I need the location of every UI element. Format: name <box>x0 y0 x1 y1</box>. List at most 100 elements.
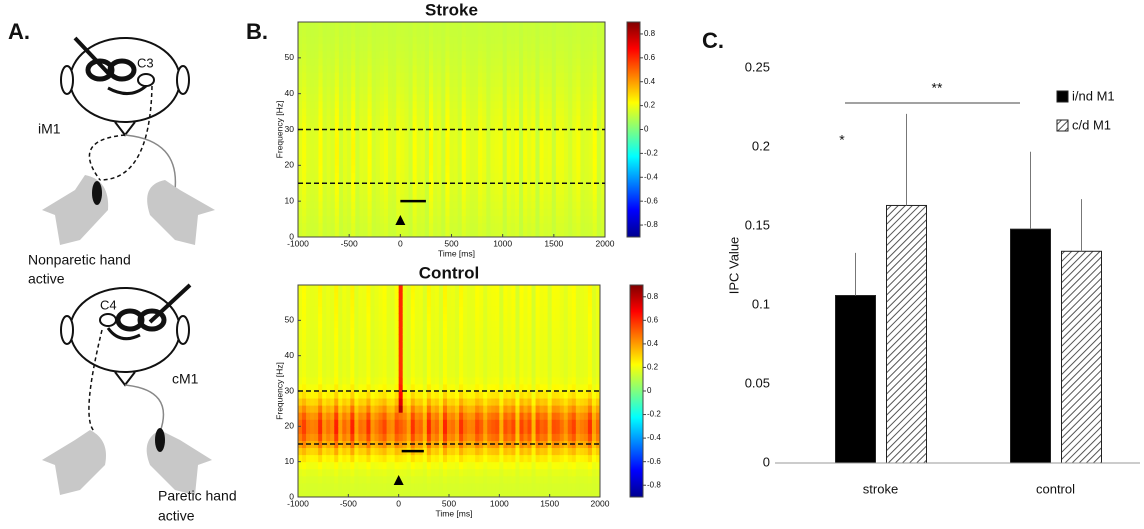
heatmap-cell <box>306 356 311 364</box>
heatmap-cell <box>556 313 561 321</box>
heatmap-cell <box>580 342 585 350</box>
heatmap-cell <box>413 94 418 102</box>
heatmap-cell <box>392 108 397 116</box>
heatmap-cell <box>437 87 442 95</box>
heatmap-cell <box>375 398 380 406</box>
heatmap-cell <box>388 44 393 52</box>
heatmap-cell <box>384 223 389 231</box>
heatmap-cell <box>347 65 352 73</box>
heatmap-cell <box>507 72 512 80</box>
heatmap-cell <box>314 230 319 238</box>
heatmap-cell <box>335 173 340 181</box>
heatmap-cell <box>511 216 516 224</box>
heatmap-cell <box>499 426 504 434</box>
heatmap-cell <box>322 313 327 321</box>
heatmap-cell <box>482 223 487 231</box>
heatmap-cell <box>370 327 375 335</box>
heatmap-cell <box>479 342 484 350</box>
heatmap-cell <box>351 58 356 66</box>
heatmap-cell <box>447 334 452 342</box>
heatmap-cell <box>310 29 315 37</box>
heatmap-cell <box>331 72 336 80</box>
heatmap-cell <box>429 144 434 152</box>
heatmap-cell <box>474 216 479 224</box>
heatmap-cell <box>384 51 389 59</box>
heatmap-cell <box>507 342 512 350</box>
heatmap-cell <box>327 79 332 87</box>
heatmap-cell <box>346 391 351 399</box>
heatmap-cell <box>459 292 464 300</box>
heatmap-cell <box>511 462 516 470</box>
heatmap-cell <box>363 22 368 30</box>
heatmap-cell <box>475 349 480 357</box>
heatmap-cell <box>470 144 475 152</box>
heatmap-cell <box>454 137 459 145</box>
heatmap-cell <box>318 363 323 371</box>
heatmap-cell <box>478 36 483 44</box>
heatmap-cell <box>490 108 495 116</box>
heatmap-cell <box>528 412 533 420</box>
heatmap-cell <box>387 327 392 335</box>
heatmap-cell <box>342 320 347 328</box>
heatmap-cell <box>387 363 392 371</box>
heatmap-cell <box>392 94 397 102</box>
heatmap-cell <box>421 94 426 102</box>
heatmap-cell <box>455 349 460 357</box>
heatmap-cell <box>474 22 479 30</box>
heatmap-cell <box>532 398 537 406</box>
heatmap-cell <box>376 137 381 145</box>
heatmap-cell <box>589 208 594 216</box>
heatmap-cell <box>470 201 475 209</box>
heatmap-cell <box>576 342 581 350</box>
heatmap-cell <box>536 405 541 413</box>
heatmap-cell <box>527 65 532 73</box>
heatmap-cell <box>483 299 488 307</box>
heatmap-cell <box>466 22 471 30</box>
heatmap-cell <box>548 483 553 491</box>
heatmap-cell <box>335 51 340 59</box>
heatmap-cell <box>499 158 504 166</box>
heatmap-cell <box>310 216 315 224</box>
heatmap-cell <box>458 216 463 224</box>
heatmap-cell <box>486 115 491 123</box>
heatmap-cell <box>467 327 472 335</box>
heatmap-cell <box>455 342 460 350</box>
heatmap-cell <box>421 223 426 231</box>
heatmap-cell <box>568 433 573 441</box>
heatmap-cell <box>314 187 319 195</box>
heatmap-cell <box>407 405 412 413</box>
heatmap-cell <box>568 299 573 307</box>
heatmap-cell <box>528 363 533 371</box>
heatmap-cell <box>407 469 412 477</box>
heatmap-cell <box>354 462 359 470</box>
heatmap-cell <box>380 187 385 195</box>
heatmap-cell <box>556 36 561 44</box>
heatmap-cell <box>443 476 448 484</box>
heatmap-cell <box>318 58 323 66</box>
heatmap-cell <box>355 151 360 159</box>
heatmap-cell <box>572 44 577 52</box>
heatmap-cell <box>475 469 480 477</box>
heatmap-cell <box>350 462 355 470</box>
heatmap-cell <box>368 144 373 152</box>
heatmap-cell <box>495 306 500 314</box>
heatmap-cell <box>548 412 553 420</box>
heatmap-cell <box>580 158 585 166</box>
heatmap-cell <box>429 194 434 202</box>
heatmap-cell <box>404 151 409 159</box>
heatmap-cell <box>419 426 424 434</box>
heatmap-cell <box>395 299 400 307</box>
heatmap-cell <box>515 144 520 152</box>
heatmap-cell <box>346 469 351 477</box>
heatmap-cell <box>511 299 516 307</box>
heatmap-cell <box>535 108 540 116</box>
heatmap-cell <box>528 285 533 293</box>
heatmap-cell <box>580 370 585 378</box>
heatmap-cell <box>491 363 496 371</box>
heatmap-cell <box>433 158 438 166</box>
heatmap-cell <box>568 412 573 420</box>
heatmap-cell <box>306 405 311 413</box>
heatmap-cell <box>358 412 363 420</box>
heatmap-cell <box>490 65 495 73</box>
heatmap-cell <box>548 130 553 138</box>
